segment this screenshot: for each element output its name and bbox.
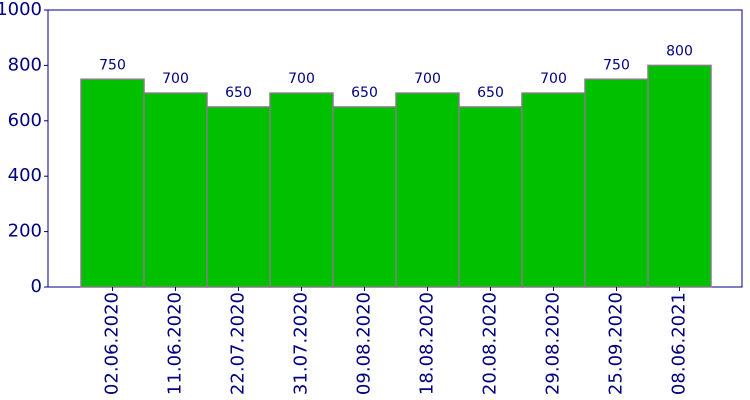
value-label: 750 [603, 57, 630, 73]
x-tick-label: 11.06.2020 [165, 292, 186, 395]
y-tick-label: 600 [8, 110, 42, 131]
y-tick-label: 200 [8, 221, 42, 242]
bar [521, 92, 586, 288]
value-label: 700 [288, 71, 315, 87]
value-label: 650 [477, 85, 504, 101]
x-tick-label: 02.06.2020 [102, 292, 123, 395]
bar [80, 78, 145, 288]
x-tick-label: 09.08.2020 [354, 292, 375, 395]
y-tick-label: 400 [8, 165, 42, 186]
value-label: 650 [225, 85, 252, 101]
value-label: 650 [351, 85, 378, 101]
bar [584, 78, 649, 288]
x-tick-label: 25.09.2020 [606, 292, 627, 395]
bar [647, 64, 712, 288]
x-tick-label: 18.08.2020 [417, 292, 438, 395]
value-label: 700 [414, 71, 441, 87]
bar [143, 92, 208, 288]
x-tick-label: 08.06.2021 [669, 292, 690, 395]
x-tick-label: 31.07.2020 [291, 292, 312, 395]
x-tick-label: 29.08.2020 [543, 292, 564, 395]
y-tick-label: 800 [8, 54, 42, 75]
value-label: 750 [99, 57, 126, 73]
value-label: 800 [666, 43, 693, 59]
bar [269, 92, 334, 288]
bar [395, 92, 460, 288]
bar [206, 106, 271, 288]
x-tick-label: 22.07.2020 [228, 292, 249, 395]
y-tick-label: 1000 [0, 0, 42, 20]
value-label: 700 [162, 71, 189, 87]
value-label: 700 [540, 71, 567, 87]
bar [332, 106, 397, 288]
y-tick-label: 0 [31, 276, 42, 297]
bar [458, 106, 523, 288]
x-tick-label: 20.08.2020 [480, 292, 501, 395]
